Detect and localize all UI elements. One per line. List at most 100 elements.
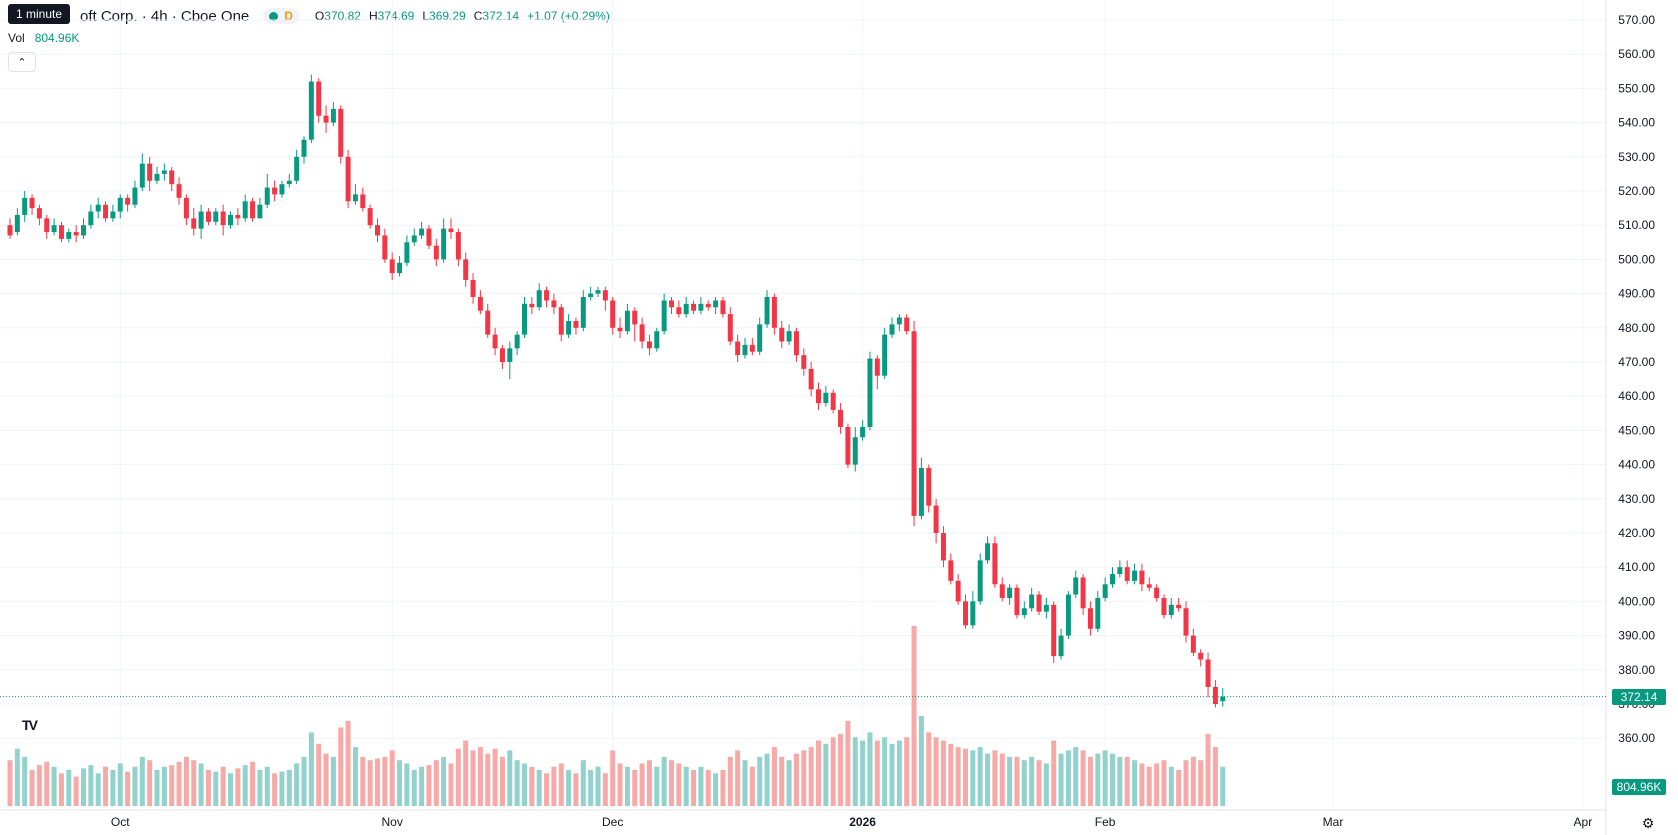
- volume-bar: [1021, 760, 1027, 806]
- candle-body: [940, 533, 946, 561]
- candle-body: [14, 214, 20, 233]
- volume-bar: [316, 743, 322, 806]
- volume-bar: [617, 763, 623, 806]
- candle-body: [1073, 577, 1079, 595]
- candle-body: [632, 310, 638, 325]
- volume-bar: [610, 750, 616, 806]
- candle-body: [470, 279, 476, 298]
- candle-body: [360, 194, 366, 209]
- volume-bar: [286, 770, 292, 806]
- candle-body: [867, 358, 873, 427]
- candle-body: [176, 184, 182, 198]
- candle-body: [639, 324, 645, 342]
- candle-body: [1095, 597, 1101, 629]
- candle-body: [169, 170, 175, 185]
- candle-body: [669, 300, 674, 308]
- candle-body: [1220, 696, 1226, 702]
- volume-bar: [14, 748, 20, 806]
- candle-body: [1014, 587, 1020, 616]
- candle-body: [213, 211, 219, 222]
- volume-bar: [1029, 756, 1035, 806]
- candle-body: [250, 201, 256, 219]
- y-tick-label: 400.00: [1618, 594, 1655, 608]
- candle-body: [228, 214, 233, 226]
- volume-bar: [345, 720, 351, 806]
- y-tick-label: 410.00: [1618, 560, 1655, 574]
- volume-bar: [220, 766, 226, 806]
- candle-body: [977, 560, 983, 602]
- candle-body: [955, 580, 961, 602]
- candle-body: [720, 300, 726, 315]
- volume-bar: [963, 748, 968, 806]
- y-tick-label: 500.00: [1618, 252, 1655, 266]
- volume-bar: [367, 760, 373, 806]
- volume-legend: Vol 804.96K: [8, 31, 79, 45]
- y-tick-label: 480.00: [1618, 321, 1655, 335]
- candle-body: [786, 331, 792, 342]
- candle-body: [242, 201, 248, 219]
- volume-bar: [132, 766, 138, 806]
- candle-body: [1021, 608, 1027, 616]
- candle-body: [698, 303, 704, 311]
- candle-body: [889, 324, 895, 335]
- candle-body: [602, 290, 608, 301]
- volume-bar: [955, 747, 961, 806]
- y-tick-label: 490.00: [1618, 287, 1655, 301]
- volume-bar: [117, 763, 123, 806]
- candle-body: [544, 290, 550, 301]
- candle-body: [992, 543, 998, 585]
- candle-body: [492, 334, 498, 349]
- candle-body: [911, 331, 917, 516]
- volume-bar: [161, 766, 167, 806]
- candle-body: [257, 204, 263, 219]
- volume-bar: [308, 732, 314, 806]
- volume-bar: [301, 756, 307, 806]
- gear-icon[interactable]: ⚙: [1641, 814, 1655, 831]
- volume-bar: [1176, 770, 1182, 806]
- candle-body: [1058, 635, 1064, 657]
- y-tick-label: 360.00: [1618, 731, 1655, 745]
- volume-bar: [448, 763, 454, 806]
- candle-body: [830, 392, 836, 410]
- volume-bar: [433, 760, 439, 806]
- candle-body: [617, 327, 623, 332]
- x-tick-label: Apr: [1574, 815, 1593, 829]
- candle-body: [485, 310, 491, 335]
- volume-bar: [1183, 760, 1189, 806]
- volume-bar: [896, 740, 902, 806]
- candle-body: [705, 303, 711, 308]
- candle-body: [1139, 570, 1145, 585]
- volume-bar: [632, 770, 638, 806]
- volume-bar: [661, 756, 667, 806]
- volume-bar: [522, 763, 527, 806]
- volume-bar: [852, 737, 858, 806]
- volume-bar: [7, 760, 13, 806]
- volume-bar: [1110, 753, 1115, 806]
- candle-body: [551, 300, 557, 308]
- candle-body: [1176, 604, 1182, 609]
- tradingview-logo-icon[interactable]: TV: [14, 712, 44, 738]
- collapse-legend-button[interactable]: ⌃: [8, 52, 36, 72]
- volume-bar: [1065, 750, 1071, 806]
- volume-bar: [808, 747, 814, 806]
- volume-bar: [838, 734, 844, 806]
- volume-bar: [169, 765, 175, 806]
- candle-body: [838, 409, 844, 427]
- candle-body: [198, 211, 204, 229]
- candle-body: [985, 543, 991, 561]
- candle-body: [1043, 604, 1049, 612]
- volume-bar: [228, 773, 233, 806]
- volume-bar: [1161, 760, 1167, 806]
- volume-bar: [683, 766, 689, 806]
- volume-bar: [918, 716, 924, 806]
- candle-body: [58, 225, 64, 239]
- volume-bar: [485, 753, 491, 806]
- candle-body: [66, 232, 72, 239]
- candle-body: [882, 334, 888, 376]
- volume-bar: [669, 760, 674, 806]
- volume-bar: [544, 773, 550, 806]
- volume-bar: [213, 771, 219, 806]
- candle-body: [220, 211, 226, 226]
- y-tick-label: 520.00: [1618, 184, 1655, 198]
